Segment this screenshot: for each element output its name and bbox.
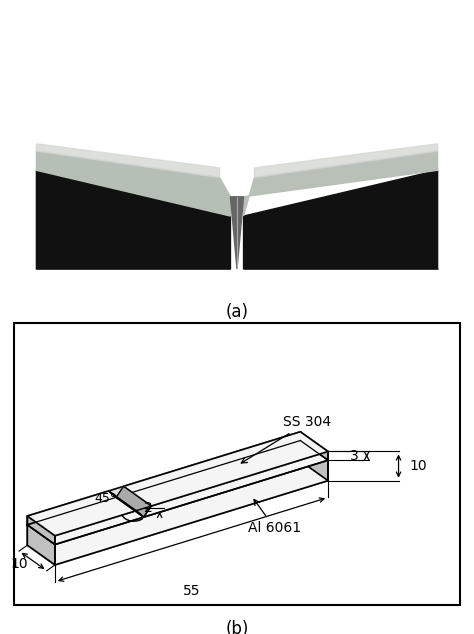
Text: (a): (a) (226, 303, 248, 321)
Polygon shape (55, 460, 328, 565)
Polygon shape (55, 451, 328, 545)
Text: Al 6061: Al 6061 (248, 500, 301, 534)
Text: 10: 10 (10, 557, 28, 571)
Text: (b): (b) (225, 620, 249, 634)
Text: 55: 55 (183, 584, 200, 598)
Polygon shape (230, 197, 244, 269)
Text: 10: 10 (410, 459, 428, 473)
Polygon shape (27, 441, 301, 545)
Polygon shape (124, 432, 328, 506)
Polygon shape (244, 151, 438, 216)
Polygon shape (36, 144, 219, 178)
Polygon shape (36, 171, 230, 269)
Polygon shape (301, 441, 328, 481)
Polygon shape (27, 491, 136, 536)
Text: SS 304: SS 304 (241, 415, 331, 463)
Polygon shape (109, 491, 144, 517)
Polygon shape (136, 506, 151, 517)
Polygon shape (27, 432, 301, 525)
Text: 45°: 45° (95, 492, 117, 505)
Text: 3: 3 (350, 449, 358, 463)
Polygon shape (116, 486, 151, 517)
Polygon shape (27, 461, 328, 565)
Polygon shape (255, 144, 438, 178)
Polygon shape (244, 171, 438, 269)
Polygon shape (27, 516, 55, 545)
Polygon shape (301, 432, 328, 460)
Text: 2: 2 (144, 501, 153, 515)
Polygon shape (27, 525, 55, 565)
Polygon shape (36, 151, 230, 216)
Polygon shape (27, 441, 328, 545)
